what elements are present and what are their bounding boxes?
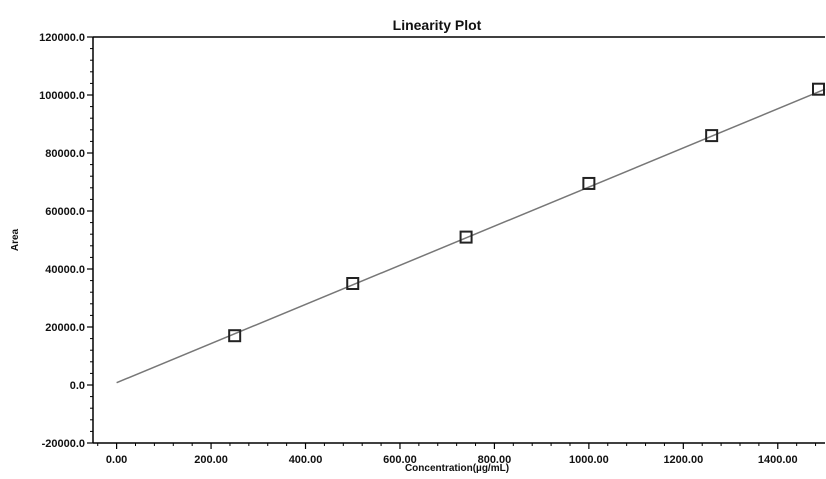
x-axis-title: Concentration(µg/mL) bbox=[405, 463, 509, 474]
y-tick-label: 120000.0 bbox=[39, 32, 85, 44]
y-tick-label: -20000.0 bbox=[42, 438, 85, 450]
data-point bbox=[459, 230, 473, 244]
x-tick-label: 800.00 bbox=[478, 454, 512, 466]
x-tick-label: 600.00 bbox=[383, 454, 417, 466]
x-tick-label: 1200.00 bbox=[663, 454, 703, 466]
x-tick-label: 1400.00 bbox=[758, 454, 798, 466]
x-tick-label: 200.00 bbox=[194, 454, 228, 466]
y-tick-label: 40000.0 bbox=[45, 264, 85, 276]
y-tick-label: 60000.0 bbox=[45, 206, 85, 218]
x-tick-label: 0.00 bbox=[106, 454, 127, 466]
chart-title: Linearity Plot bbox=[393, 17, 482, 33]
data-point bbox=[812, 82, 825, 96]
y-tick-label: 0.0 bbox=[70, 380, 85, 392]
y-axis-title: Area bbox=[10, 228, 21, 251]
plot-area: -20000.0 0.0 20000.0 40000.0 60000.0 80000.0 1… bbox=[39, 32, 826, 466]
data-point bbox=[582, 176, 596, 190]
data-point bbox=[705, 129, 719, 143]
x-tick-label: 1000.00 bbox=[569, 454, 609, 466]
y-tick-label: 20000.0 bbox=[45, 322, 85, 334]
y-tick-label: 80000.0 bbox=[45, 148, 85, 160]
data-point bbox=[346, 277, 360, 290]
data-point bbox=[228, 329, 242, 343]
y-tick-label: 100000.0 bbox=[39, 90, 85, 102]
x-tick-label: 400.00 bbox=[289, 454, 323, 466]
